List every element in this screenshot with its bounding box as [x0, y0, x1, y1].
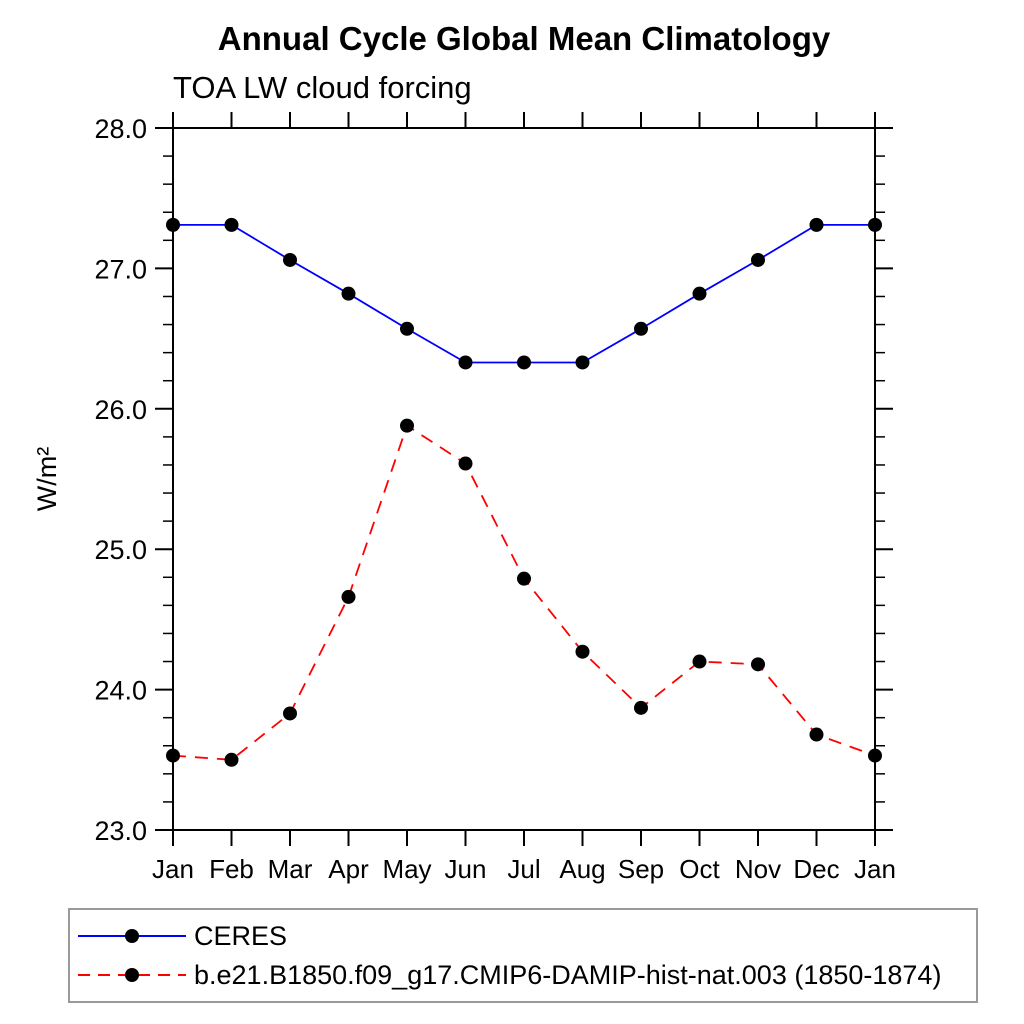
- x-tick-label: Jun: [445, 854, 487, 884]
- legend-line-sample: [78, 968, 186, 982]
- y-tick-label: 23.0: [94, 816, 147, 846]
- legend-marker: [125, 929, 139, 943]
- data-point-marker: [575, 355, 590, 370]
- legend-row: CERES: [76, 917, 976, 956]
- plot-frame: [172, 127, 876, 831]
- data-point-marker: [166, 217, 180, 232]
- data-point-marker: [634, 321, 648, 336]
- series-line-model: [172, 424, 876, 761]
- x-tick-label: Mar: [268, 854, 313, 884]
- data-point-marker: [341, 286, 356, 301]
- data-point-marker: [634, 700, 648, 715]
- series-line-ceres: [173, 223, 875, 364]
- legend-label: CERES: [194, 920, 288, 951]
- legend-line-sample: [78, 929, 186, 943]
- x-tick-label: Feb: [209, 854, 254, 884]
- data-point-marker: [517, 571, 531, 586]
- y-tick-label: 28.0: [94, 114, 147, 144]
- x-tick-label: Aug: [559, 854, 605, 884]
- data-point-marker: [283, 706, 297, 721]
- data-point-marker: [692, 286, 707, 301]
- data-point-marker: [809, 727, 824, 742]
- x-tick-label: Apr: [328, 854, 369, 884]
- data-point-marker: [517, 355, 531, 370]
- y-tick-label: 24.0: [94, 676, 147, 706]
- legend-label: b.e21.B1850.f09_g17.CMIP6-DAMIP-hist-nat…: [194, 959, 942, 990]
- data-point-marker: [166, 748, 180, 763]
- x-tick-label: Dec: [793, 854, 839, 884]
- data-point-marker: [400, 321, 414, 336]
- x-tick-label: Jan: [152, 854, 194, 884]
- legend-marker: [125, 968, 139, 982]
- chart-subtitle: TOA LW cloud forcing: [173, 70, 472, 105]
- x-tick-label: Nov: [735, 854, 781, 884]
- data-point-marker: [868, 748, 882, 763]
- y-tick-label: 25.0: [94, 535, 147, 565]
- data-point-marker: [751, 657, 765, 672]
- data-point-marker: [692, 654, 707, 669]
- y-tick-label: 27.0: [94, 254, 147, 284]
- data-point-marker: [458, 355, 473, 370]
- x-tick-label: Jul: [507, 854, 540, 884]
- y-tick-label: 26.0: [94, 395, 147, 425]
- x-tick-label: May: [382, 854, 431, 884]
- data-point-marker: [575, 644, 590, 659]
- data-point-marker: [224, 752, 239, 767]
- chart-title: Annual Cycle Global Mean Climatology: [217, 20, 831, 57]
- x-tick-label: Oct: [679, 854, 720, 884]
- data-point-marker: [868, 217, 882, 232]
- data-point-marker: [400, 418, 414, 433]
- data-point-marker: [458, 456, 473, 471]
- legend-row: b.e21.B1850.f09_g17.CMIP6-DAMIP-hist-nat…: [76, 956, 976, 995]
- x-tick-label: Sep: [618, 854, 664, 884]
- data-point-marker: [751, 252, 765, 267]
- data-point-marker: [283, 252, 297, 267]
- data-point-marker: [809, 217, 824, 232]
- legend: CERES b.e21.B1850.f09_g17.CMIP6-DAMIP-his…: [68, 908, 978, 1003]
- data-point-marker: [224, 217, 239, 232]
- data-point-marker: [341, 589, 356, 604]
- y-axis-label: W/m²: [32, 447, 62, 511]
- x-tick-label: Jan: [854, 854, 896, 884]
